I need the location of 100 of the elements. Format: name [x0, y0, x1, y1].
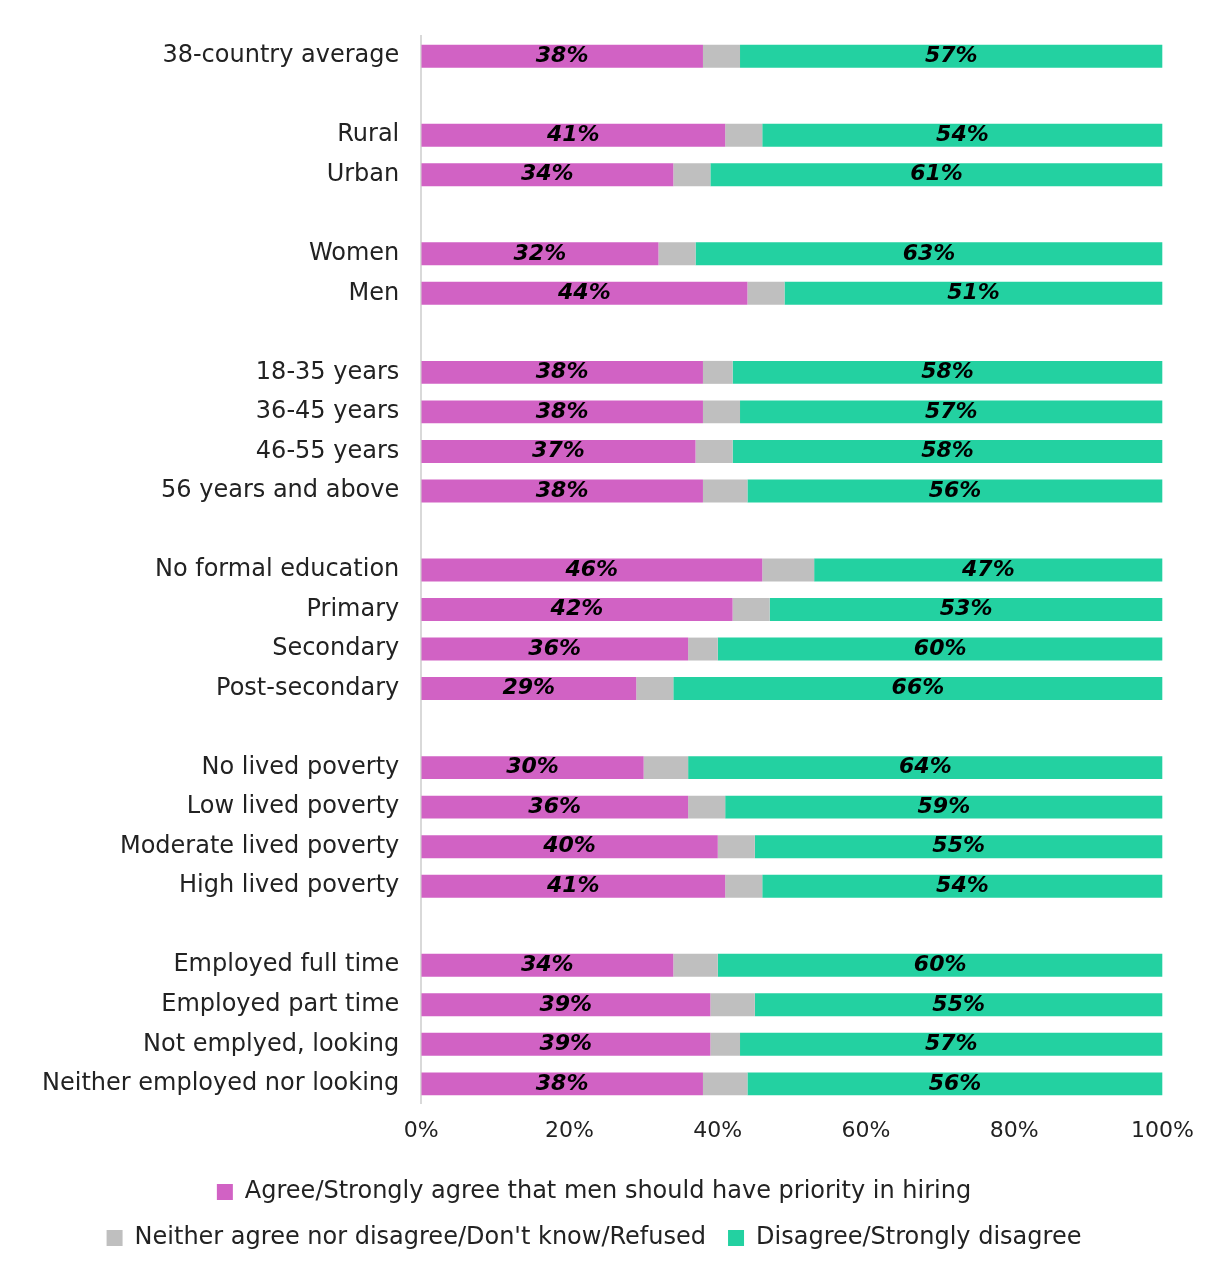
- bar: [702, 400, 741, 424]
- y-tick-label: 38-country average: [162, 40, 400, 69]
- bar: [688, 637, 718, 661]
- legend-label: Disagree/Strongly disagree: [756, 1222, 1082, 1251]
- data-label: 32%: [513, 239, 567, 265]
- bar: [740, 400, 1163, 424]
- bar: [717, 835, 755, 859]
- bar: [769, 598, 1163, 621]
- bar: [643, 756, 689, 780]
- bar: [814, 558, 1163, 582]
- y-tick-label: Employed part time: [161, 989, 400, 1018]
- data-label: 56%: [928, 1069, 982, 1095]
- data-label: 59%: [917, 792, 971, 818]
- bar: [688, 756, 1163, 780]
- bar: [421, 874, 726, 898]
- data-label: 41%: [545, 120, 600, 146]
- bar: [740, 44, 1163, 68]
- bar: [636, 677, 674, 701]
- bar: [421, 637, 689, 661]
- bar: [421, 123, 726, 147]
- x-tick-label: 40%: [693, 1116, 743, 1142]
- y-tick-label: Urban: [326, 158, 400, 187]
- bar: [421, 281, 748, 305]
- y-tick-label: 46-55 years: [255, 435, 400, 464]
- y-tick-label: Low lived poverty: [186, 791, 400, 820]
- bar: [421, 835, 718, 859]
- data-label: 58%: [921, 437, 974, 463]
- data-label: 54%: [936, 871, 989, 897]
- y-tick-label: Women: [308, 238, 400, 267]
- data-label: 44%: [557, 279, 611, 305]
- data-label: 57%: [924, 1030, 978, 1056]
- legend-label: Agree/Strongly agree that men should have priority in hiring: [244, 1176, 972, 1205]
- bar: [421, 1072, 703, 1096]
- y-tick-label: Moderate lived poverty: [119, 830, 400, 859]
- bar: [740, 1032, 1163, 1056]
- data-label: 39%: [539, 1030, 593, 1056]
- y-tick-label: 56 years and above: [161, 475, 400, 504]
- y-tick-label: Not emplyed, looking: [143, 1028, 400, 1057]
- data-label: 57%: [924, 397, 978, 423]
- data-label: 41%: [545, 871, 600, 897]
- data-label: 63%: [902, 239, 956, 265]
- bar: [762, 558, 815, 582]
- x-tick-label: 80%: [989, 1116, 1039, 1142]
- y-tick-label: No lived poverty: [201, 751, 400, 780]
- bar: [710, 993, 755, 1017]
- bar: [754, 835, 1163, 859]
- data-label: 61%: [910, 160, 963, 186]
- y-tick-label: Employed full time: [173, 949, 400, 978]
- data-label: 38%: [535, 397, 589, 423]
- bar: [732, 360, 1163, 384]
- bar: [695, 242, 1163, 266]
- x-tick-label: 0%: [403, 1116, 439, 1142]
- bar: [702, 44, 741, 68]
- bar: [421, 242, 659, 266]
- data-label: 38%: [535, 41, 589, 67]
- bar: [421, 1032, 711, 1056]
- bar: [747, 1072, 1163, 1096]
- data-label: 60%: [913, 634, 967, 660]
- data-label: 38%: [535, 358, 589, 384]
- legend-label: Neither agree nor disagree/Don't know/Refused: [134, 1222, 707, 1251]
- bar: [421, 479, 703, 503]
- bar: [688, 795, 726, 819]
- data-label: 57%: [924, 41, 978, 67]
- bar: [754, 993, 1163, 1017]
- bar: [421, 993, 711, 1017]
- bar: [747, 281, 785, 305]
- bar: [421, 439, 696, 463]
- data-label: 55%: [932, 832, 986, 858]
- data-label: 60%: [913, 950, 967, 976]
- bar: [747, 479, 1163, 503]
- bar: [421, 677, 637, 701]
- y-tick-label: Secondary: [272, 633, 400, 662]
- bar: [695, 439, 733, 463]
- y-tick-label: 18-35 years: [255, 356, 400, 385]
- data-label: 37%: [532, 437, 585, 463]
- bar: [421, 953, 674, 977]
- bar: [421, 795, 689, 819]
- y-tick-label: 36-45 years: [255, 396, 400, 425]
- bar: [421, 360, 703, 384]
- y-tick-label: Rural: [337, 119, 400, 148]
- data-label: 38%: [535, 476, 589, 502]
- bar: [732, 598, 770, 621]
- x-tick-label: 100%: [1131, 1116, 1195, 1142]
- y-tick-label: Neither employed nor looking: [41, 1068, 400, 1097]
- data-label: 54%: [936, 120, 989, 146]
- data-label: 58%: [921, 358, 974, 384]
- bar: [673, 953, 718, 977]
- bar: [762, 123, 1163, 147]
- data-label: 30%: [506, 753, 559, 779]
- data-label: 47%: [961, 555, 1015, 581]
- data-label: 39%: [539, 990, 593, 1016]
- data-label: 56%: [928, 476, 982, 502]
- bar: [421, 163, 674, 187]
- data-label: 42%: [549, 595, 604, 621]
- bar: [702, 479, 748, 503]
- data-label: 51%: [947, 279, 1000, 305]
- x-tick-label: 20%: [545, 1116, 594, 1142]
- y-tick-label: Post-secondary: [216, 672, 400, 701]
- bar: [710, 163, 1163, 187]
- bar: [717, 637, 1163, 661]
